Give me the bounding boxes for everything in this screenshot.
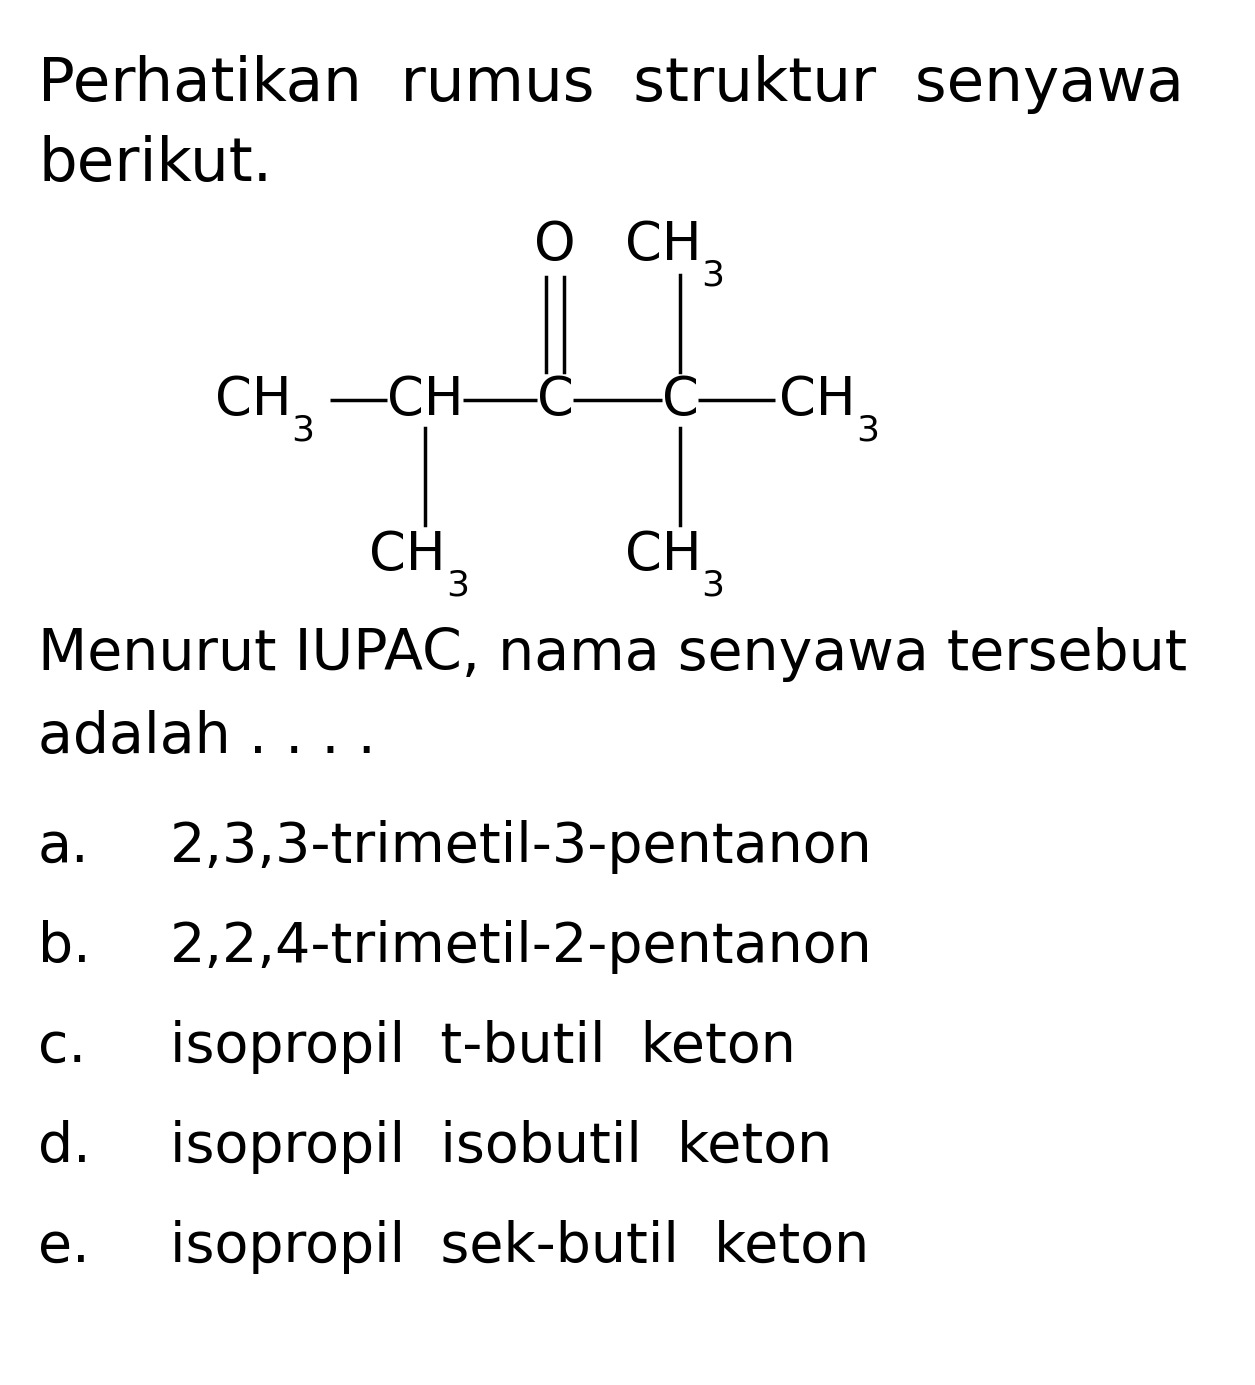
Text: CH: CH [387,374,463,427]
Text: c.: c. [38,1019,87,1073]
Text: C: C [661,374,699,427]
Text: isopropil  sek-butil  keton: isopropil sek-butil keton [169,1220,870,1274]
Text: CH: CH [625,219,702,271]
Text: 2,2,4-trimetil-2-pentanon: 2,2,4-trimetil-2-pentanon [169,920,872,974]
Text: CH: CH [625,529,702,580]
Text: 3: 3 [446,568,469,602]
Text: a.: a. [38,820,89,874]
Text: isopropil  isobutil  keton: isopropil isobutil keton [169,1120,832,1174]
Text: CH: CH [215,374,291,427]
Text: Perhatikan  rumus  struktur  senyawa: Perhatikan rumus struktur senyawa [38,55,1183,114]
Text: b.: b. [38,920,90,974]
Text: C: C [537,374,574,427]
Text: 3: 3 [702,259,724,292]
Text: O: O [535,219,576,271]
Text: d.: d. [38,1120,90,1174]
Text: 3: 3 [702,568,724,602]
Text: berikut.: berikut. [38,134,272,194]
Text: 3: 3 [856,413,878,447]
Text: isopropil  t-butil  keton: isopropil t-butil keton [169,1019,796,1073]
Text: CH: CH [369,529,446,580]
Text: 3: 3 [291,413,314,447]
Text: Menurut IUPAC, nama senyawa tersebut: Menurut IUPAC, nama senyawa tersebut [38,627,1187,681]
Text: CH: CH [779,374,856,427]
Text: adalah . . . .: adalah . . . . [38,711,375,765]
Text: 2,3,3-trimetil-3-pentanon: 2,3,3-trimetil-3-pentanon [169,820,872,874]
Text: e.: e. [38,1220,90,1274]
